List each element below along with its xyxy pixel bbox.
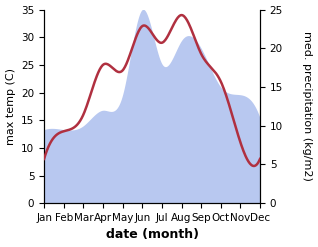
Y-axis label: med. precipitation (kg/m2): med. precipitation (kg/m2) [302,31,313,181]
X-axis label: date (month): date (month) [106,228,198,242]
Y-axis label: max temp (C): max temp (C) [5,68,16,145]
